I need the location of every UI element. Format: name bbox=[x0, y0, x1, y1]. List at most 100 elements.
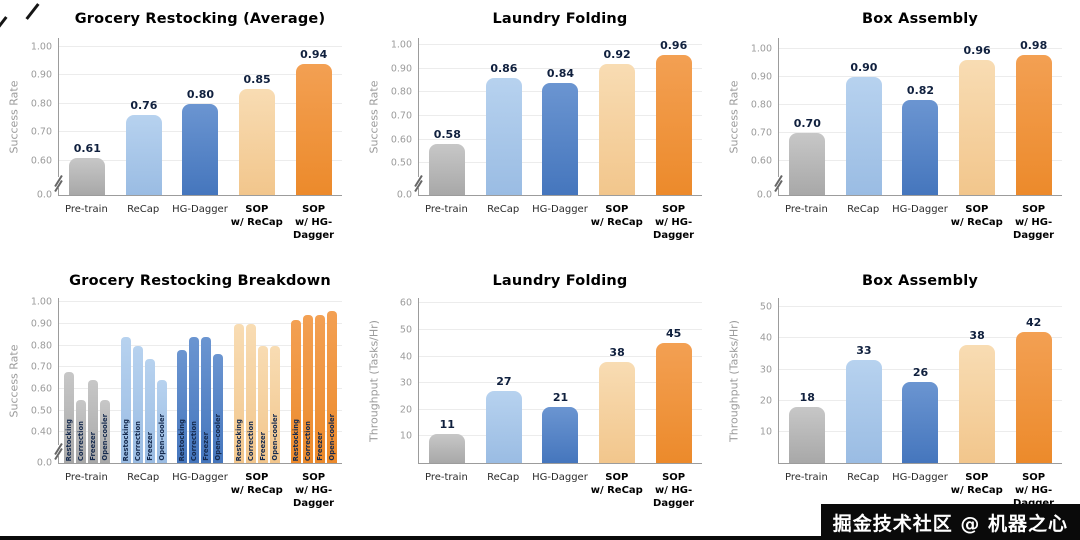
bar: Correction bbox=[76, 399, 87, 463]
x-category-label-line: w/ ReCap bbox=[950, 217, 1003, 228]
x-category-label: SOP w/ HG-Dagger bbox=[285, 471, 342, 510]
x-category-label: ReCap bbox=[115, 471, 172, 510]
bars-container: 0.58 0.86 0.84 0.92 0.96 bbox=[419, 38, 702, 195]
bar-value-label: 0.92 bbox=[603, 47, 631, 61]
bar: Freezer bbox=[144, 358, 155, 463]
y-tick-label: 0.60 bbox=[750, 155, 772, 167]
x-category-label-line: ReCap bbox=[487, 472, 520, 483]
bar: 26 bbox=[902, 366, 939, 463]
y-tick-label: 1.00 bbox=[30, 41, 52, 53]
gridline bbox=[779, 48, 1062, 50]
bar: 0.96 bbox=[655, 39, 692, 195]
x-category-label: Pre-train bbox=[418, 203, 475, 242]
bar: Restocking bbox=[177, 349, 188, 463]
plot-area: 0.50 0.60 0.70 0.80 0.90 1.00 0.0 0.58 0.86 0.84 0… bbox=[391, 38, 702, 201]
bar-value-label: 0.94 bbox=[300, 47, 328, 61]
y-tick-label: 0.40 bbox=[30, 426, 52, 438]
x-axis-labels: Pre-train ReCap HG-Dagger SOP w/ ReCap SOP w/ … bbox=[418, 203, 702, 242]
chart-laundry-folding-success: Laundry Folding Success Rate 0.50 0.60 0.7… bbox=[360, 2, 720, 264]
plot-area: 10 20 30 40 50 60 11 27 21 38 45 bbox=[400, 298, 702, 464]
y-tick-label: 0.70 bbox=[750, 127, 772, 139]
x-category-label-line: SOP bbox=[605, 204, 629, 215]
x-category-label: SOP w/ HG-Dagger bbox=[285, 203, 342, 242]
x-category-label-line: SOP bbox=[302, 472, 326, 483]
bar-group: 0.90 bbox=[836, 38, 893, 195]
bar: Correction bbox=[132, 345, 143, 463]
x-category-label-line: SOP bbox=[1022, 472, 1046, 483]
y-tick-label: 30 bbox=[759, 364, 772, 376]
bar-segment-label: Freezer bbox=[259, 432, 268, 461]
bars-container: 18 33 26 38 42 bbox=[779, 298, 1062, 463]
bar: 0.84 bbox=[542, 67, 579, 195]
x-category-label-line: HG-Dagger bbox=[532, 204, 588, 215]
bar: Freezer bbox=[88, 380, 99, 463]
y-zero-label: 0.0 bbox=[756, 189, 772, 201]
x-category-label-line: Pre-train bbox=[425, 472, 468, 483]
bar-group: 0.86 bbox=[476, 38, 533, 195]
bar: 0.76 bbox=[125, 99, 162, 195]
bar-group: 0.94 bbox=[285, 38, 342, 195]
bar-value-label: 0.58 bbox=[433, 128, 461, 142]
y-axis-label: Success Rate bbox=[727, 80, 741, 154]
y-tick-label: 0.90 bbox=[30, 69, 52, 81]
x-category-label: SOP w/ ReCap bbox=[228, 471, 285, 510]
bar-group: 11 bbox=[419, 298, 476, 463]
bar: 27 bbox=[485, 375, 522, 463]
bar-group: 38 bbox=[949, 298, 1006, 463]
y-tick-label: 0.50 bbox=[30, 405, 52, 417]
plot-area: 10 20 30 40 50 18 33 26 38 42 bbox=[760, 298, 1062, 464]
chart-title: Grocery Restocking Breakdown bbox=[69, 273, 331, 289]
bar-group: 38 bbox=[589, 298, 646, 463]
x-category-label-line: w/ ReCap bbox=[590, 217, 643, 228]
gridline bbox=[419, 382, 702, 384]
chart-title: Box Assembly bbox=[861, 11, 979, 27]
x-category-label-line: SOP bbox=[662, 204, 686, 215]
y-tick-label: 30 bbox=[399, 377, 412, 389]
bar-value-label: 18 bbox=[799, 390, 815, 404]
bar-value-label: 27 bbox=[496, 375, 512, 389]
bar-value-label: 0.86 bbox=[490, 62, 518, 76]
bar-group: 26 bbox=[892, 298, 949, 463]
chart-title: Laundry Folding bbox=[492, 11, 628, 27]
chart-box-assembly-throughput: Box Assembly Throughput (Tasks/Hr) 10 20 3… bbox=[720, 264, 1080, 512]
x-category-label-line: Pre-train bbox=[425, 204, 468, 215]
y-zero-label: 0.0 bbox=[36, 189, 52, 201]
y-tick-label: 40 bbox=[759, 332, 772, 344]
gridline bbox=[59, 344, 342, 346]
x-category-label-line: SOP bbox=[245, 204, 269, 215]
x-category-label-line: w/ ReCap bbox=[230, 485, 283, 496]
bar-group: 33 bbox=[836, 298, 893, 463]
x-category-label: Pre-train bbox=[778, 203, 835, 242]
y-tick-label: 50 bbox=[399, 324, 412, 336]
bar-value-label: 0.61 bbox=[73, 141, 101, 155]
bar-group: 0.76 bbox=[116, 38, 173, 195]
bar-value-label: 0.90 bbox=[850, 61, 878, 75]
y-tick-label: 0.60 bbox=[30, 383, 52, 395]
gridline bbox=[419, 302, 702, 304]
bar: 0.85 bbox=[239, 73, 276, 195]
x-category-label-line: ReCap bbox=[847, 204, 880, 215]
x-category-label: SOP w/ ReCap bbox=[948, 203, 1005, 242]
y-tick-label: 20 bbox=[759, 395, 772, 407]
bar-segment-label: Correction bbox=[303, 420, 312, 461]
gridline bbox=[59, 45, 342, 47]
x-category-label-line: Pre-train bbox=[65, 472, 108, 483]
plot-wrap: Throughput (Tasks/Hr) 10 20 30 40 50 60 11 27 21… bbox=[368, 298, 702, 464]
y-tick-label: 0.80 bbox=[30, 340, 52, 352]
x-axis-labels: Pre-train ReCap HG-Dagger SOP w/ ReCap SOP w/ … bbox=[58, 203, 342, 242]
bar: Correction bbox=[302, 315, 313, 463]
chart-laundry-folding-throughput: Laundry Folding Throughput (Tasks/Hr) 10… bbox=[360, 264, 720, 512]
x-category-label: SOP w/ ReCap bbox=[228, 203, 285, 242]
x-category-label-line: w/ HG-Dagger bbox=[293, 217, 335, 241]
y-tick-label: 0.70 bbox=[390, 110, 412, 122]
x-category-label: HG-Dagger bbox=[172, 471, 229, 510]
bar: 11 bbox=[429, 418, 466, 463]
x-category-label: ReCap bbox=[475, 203, 532, 242]
y-tick-label: 60 bbox=[399, 297, 412, 309]
bar-group: 0.96 bbox=[949, 38, 1006, 195]
bar-segment-label: Restocking bbox=[178, 418, 187, 461]
bar: 0.90 bbox=[845, 61, 882, 195]
bar: Open-cooler bbox=[326, 311, 337, 463]
gridline bbox=[59, 102, 342, 104]
